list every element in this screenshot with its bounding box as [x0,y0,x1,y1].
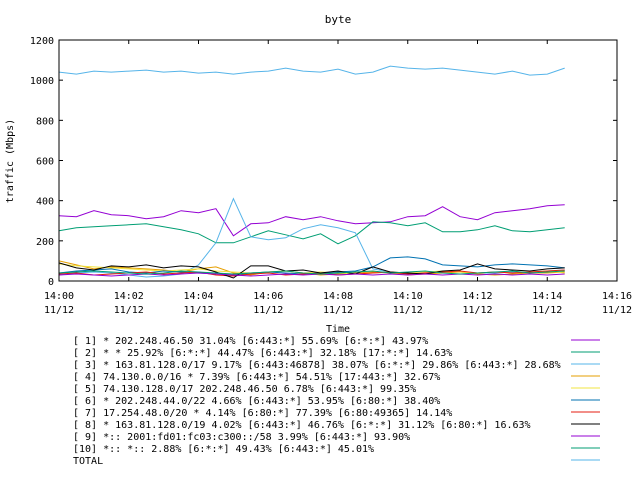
legend-label-4: [ 4] 74.130.0.0/16 * 7.39% [6:443:*] 54.… [73,372,440,383]
series-line-8 [58,262,565,279]
plot-frame [58,39,618,282]
x-tick-time: 14:12 [462,291,492,302]
legend-label-11: TOTAL [73,456,103,467]
x-tick-date: 11/12 [114,305,144,316]
y-tick-label: 200 [36,237,54,248]
y-tick-label: 1000 [30,76,54,87]
series-line-11 [58,65,565,76]
y-axis-label: traffic (Mbps) [5,119,16,203]
x-tick-time: 14:10 [393,291,423,302]
x-tick-time: 14:02 [114,291,144,302]
chart-title: byte [325,13,352,26]
x-tick-date: 11/12 [462,305,492,316]
x-tick-date: 11/12 [323,305,353,316]
x-axis-label: Time [326,324,350,335]
y-tick-label: 600 [36,157,54,168]
legend: [ 1] * 202.248.46.50 31.04% [6:443:*] 55… [73,336,600,467]
x-tick-date: 11/12 [602,305,632,316]
legend-label-1: [ 1] * 202.248.46.50 31.04% [6:443:*] 55… [73,336,428,347]
x-tick-time: 14:06 [253,291,283,302]
series-line-1 [58,204,565,237]
x-tick-date: 11/12 [253,305,283,316]
x-tick-date: 11/12 [532,305,562,316]
legend-label-7: [ 7] 17.254.48.0/20 * 4.14% [6:80:*] 77.… [73,408,452,419]
legend-label-6: [ 6] * 202.248.44.0/22 4.66% [6:443:*] 5… [73,396,440,407]
legend-label-8: [ 8] * 163.81.128.0/19 4.02% [6:443:*] 4… [73,420,531,431]
x-axis: 14:00 11/12 14:02 11/12 14:04 11/12 14:06 11/12… [44,40,632,316]
y-tick-label: 400 [36,197,54,208]
x-tick-date: 11/12 [44,305,74,316]
x-tick-time: 14:04 [183,291,213,302]
x-tick-time: 14:14 [532,291,562,302]
plot-area [58,65,565,279]
x-tick-date: 11/12 [183,305,213,316]
legend-label-2: [ 2] * * 25.92% [6:*:*] 44.47% [6:443:*]… [73,348,452,359]
legend-label-3: [ 3] * 163.81.128.0/17 9.17% [6:443:4687… [73,360,561,371]
series-line-2 [58,221,565,245]
legend-label-9: [ 9] *:: 2001:fd01:fc03:c300::/58 3.99% … [73,432,410,443]
series-line-10 [58,270,565,275]
y-tick-label: 800 [36,116,54,127]
x-tick-time: 14:08 [323,291,353,302]
legend-label-5: [ 5] 74.130.128.0/17 202.248.46.50 6.78%… [73,384,416,395]
y-tick-label: 1200 [30,36,54,47]
x-tick-date: 11/12 [393,305,423,316]
y-tick-label: 0 [48,277,54,288]
x-tick-time: 14:16 [602,291,632,302]
x-tick-time: 14:00 [44,291,74,302]
y-axis: 0 200 400 600 800 1000 1200 [30,36,617,288]
legend-label-10: [10] *:: *:: 2.88% [6:*:*] 49.43% [6:443… [73,444,374,455]
